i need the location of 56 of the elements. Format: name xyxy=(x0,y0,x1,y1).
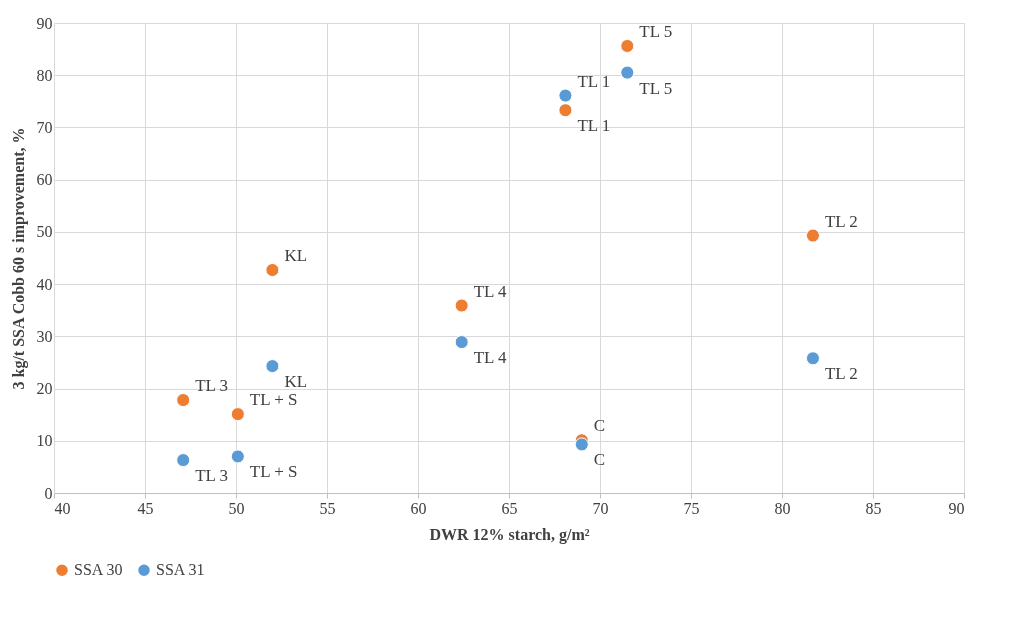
x-tick-label: 75 xyxy=(683,499,700,517)
x-tick-label: 45 xyxy=(137,499,154,517)
point xyxy=(176,393,191,408)
y-tick-label: 30 xyxy=(36,327,53,345)
x-tick-label: 70 xyxy=(592,499,609,517)
annotation: C xyxy=(593,450,606,470)
legend-label: SSA 30 xyxy=(74,561,123,579)
annotation: TL 4 xyxy=(473,281,508,301)
y-tick-label: 80 xyxy=(36,66,53,84)
point xyxy=(230,449,245,464)
y-tick-label: 90 xyxy=(36,14,53,32)
annotation: TL 3 xyxy=(195,466,229,486)
point xyxy=(574,437,589,452)
annotation: C xyxy=(593,416,606,436)
annotation: TL 5 xyxy=(639,21,673,41)
point xyxy=(454,335,469,350)
annotation: KL xyxy=(284,372,308,392)
y-tick-label: 40 xyxy=(36,275,53,293)
point xyxy=(230,407,245,422)
point xyxy=(176,453,191,468)
annotation: TL 5 xyxy=(639,78,673,98)
x-tick-label: 55 xyxy=(319,499,336,517)
x-tick-label: 90 xyxy=(948,499,965,517)
x-tick-label: 80 xyxy=(774,499,791,517)
point xyxy=(620,65,635,80)
point xyxy=(265,263,280,278)
y-tick-label: 0 xyxy=(44,484,53,502)
y-tick-label: 20 xyxy=(36,380,53,398)
x-axis-title: DWR 12% starch, g/m² xyxy=(429,525,590,544)
annotation: TL 2 xyxy=(824,364,858,384)
point xyxy=(558,103,573,118)
annotation: KL xyxy=(284,246,308,266)
y-tick-label: 60 xyxy=(36,171,53,189)
annotation: TL 2 xyxy=(824,211,858,231)
x-tick-label: 50 xyxy=(228,499,245,517)
point xyxy=(265,359,280,374)
y-tick-label: 70 xyxy=(36,118,53,136)
x-tick-label: 40 xyxy=(54,499,71,517)
y-tick-label: 50 xyxy=(36,223,53,241)
x-tick-label: 85 xyxy=(865,499,882,517)
annotation: TL 1 xyxy=(577,116,611,136)
y-axis-title: 3 kg/t SSA Cobb 60 s improvement, % xyxy=(9,127,28,390)
annotation: TL + S xyxy=(249,390,298,410)
y-tick-label: 10 xyxy=(36,432,53,450)
x-tick-label: 60 xyxy=(410,499,427,517)
point xyxy=(805,228,820,243)
x-tick-label: 65 xyxy=(501,499,518,517)
annotation: TL 3 xyxy=(195,376,229,396)
point xyxy=(454,298,469,313)
annotation: TL 1 xyxy=(577,71,611,91)
annotation: TL + S xyxy=(249,462,298,482)
legend-label: SSA 31 xyxy=(156,561,205,579)
point xyxy=(805,351,820,366)
annotation: TL 4 xyxy=(473,348,508,368)
point xyxy=(558,88,573,103)
point xyxy=(620,38,635,53)
